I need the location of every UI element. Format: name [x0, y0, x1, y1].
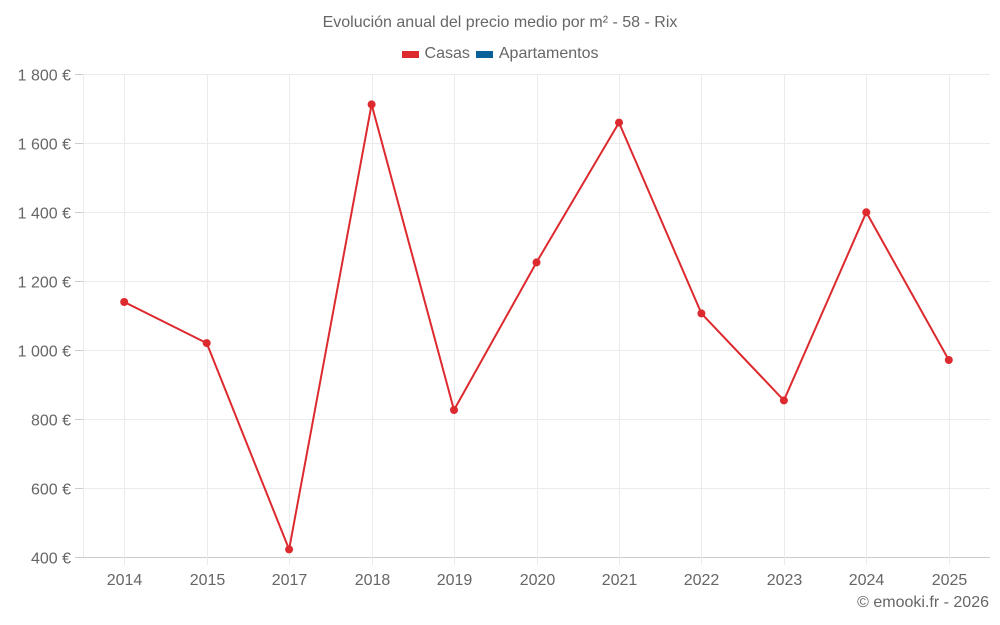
data-point[interactable] — [202, 339, 211, 348]
data-point[interactable] — [615, 118, 623, 127]
data-point[interactable] — [450, 406, 458, 414]
y-axis: 400 € 600 € 800 € 1 000 € 1 200 € 1 400 € 1 60… — [18, 68, 83, 568]
legend-item-apartamentos[interactable]: Apartamentos — [475, 45, 599, 63]
legend-label-casas: Casas — [424, 45, 470, 62]
y-tick-label: 1 400 € — [18, 206, 71, 223]
legend: Casas Apartamentos — [0, 45, 1000, 63]
y-tick-label: 1 800 € — [18, 68, 71, 85]
data-point[interactable] — [944, 356, 953, 364]
y-tick-label: 1 200 € — [18, 275, 71, 292]
series-line — [123, 103, 950, 551]
legend-item-casas[interactable]: Casas — [401, 45, 470, 63]
x-tick-label: 2019 — [437, 572, 473, 589]
x-tick-label: 2021 — [602, 572, 638, 589]
gridlines — [83, 74, 990, 565]
legend-swatch-casas — [401, 50, 419, 58]
x-tick-label: 2020 — [520, 572, 556, 589]
y-tick-label: 800 € — [31, 413, 71, 430]
x-tick-label: 2014 — [107, 572, 143, 589]
data-point[interactable] — [779, 396, 788, 405]
y-tick-label: 400 € — [31, 551, 71, 568]
x-tick-label: 2015 — [190, 572, 226, 589]
data-point[interactable] — [862, 208, 871, 217]
legend-swatch-apartamentos — [475, 50, 493, 58]
x-tick-label: 2018 — [355, 572, 391, 589]
data-point[interactable] — [285, 545, 294, 554]
y-tick-label: 1 000 € — [18, 344, 71, 361]
data-point[interactable] — [532, 258, 541, 267]
x-tick-label: 2023 — [767, 572, 803, 589]
chart-title: Evolución anual del precio medio por m² … — [322, 14, 678, 31]
credit-text: © emooki.fr - 2026 — [857, 594, 989, 611]
x-tick-label: 2024 — [849, 572, 885, 589]
y-tick-label: 600 € — [31, 482, 71, 499]
data-point[interactable] — [367, 100, 376, 109]
y-tick-label: 1 600 € — [18, 137, 71, 154]
x-tick-label: 2022 — [684, 572, 720, 589]
x-tick-label: 2017 — [272, 572, 308, 589]
data-point[interactable] — [120, 298, 129, 306]
series-casas — [120, 100, 953, 554]
x-tick-label: 2025 — [932, 572, 968, 589]
x-axis: 2014 2015 2017 2018 2019 2020 2021 2022 2023 2024… — [107, 572, 968, 589]
legend-label-apartamentos: Apartamentos — [498, 45, 599, 62]
data-point[interactable] — [697, 309, 706, 318]
